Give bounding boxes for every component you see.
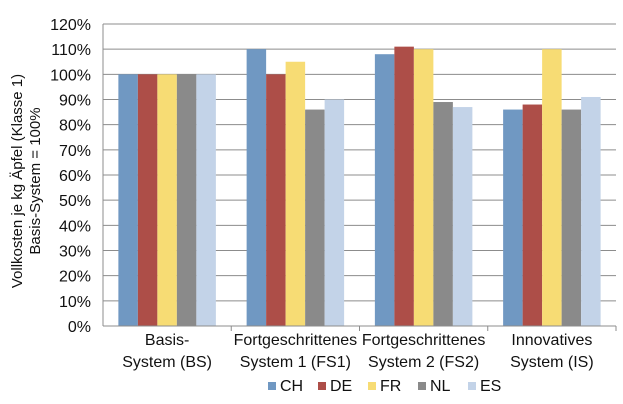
x-category-label: System 1 (FS1) [240,354,351,371]
bar-nl [305,109,325,326]
y-tick-label: 20% [59,269,91,286]
x-category-label: Fortgeschrittenes [234,332,358,349]
axes [102,24,617,331]
bar-nl [176,74,197,326]
y-axis-title: Vollkosten je kg Äpfel (Klasse 1) [9,74,26,288]
y-tick-label: 40% [59,218,91,235]
legend-swatch-ch [268,382,276,390]
bar-nl [433,102,453,327]
bars [118,46,601,327]
bar-ch [503,109,523,326]
bar-de [522,104,543,327]
bar-ch [118,74,138,326]
y-tick-label: 70% [59,143,91,160]
legend-swatch-de [318,382,326,390]
bar-fr [413,49,434,327]
x-category-labels: Basis- System (BS) Fortgeschrittenes System… [122,332,593,371]
y-tick-label: 100% [50,67,91,84]
x-category-label: System 2 (FS2) [368,354,479,371]
y-axis-label: Vollkosten je kg Äpfel (Klasse 1) Basis-S… [9,74,44,288]
x-category-label: Fortgeschrittenes [362,332,486,349]
y-tick-label: 90% [59,93,91,110]
x-category-label: Basis- [145,332,189,349]
y-tick-label: 50% [59,193,91,210]
bar-nl [561,109,582,326]
legend-label-ch: CH [280,378,303,395]
bar-fr [285,61,306,326]
bar-es [452,107,473,326]
y-tick-label: 110% [51,42,91,59]
bar-es [196,74,216,326]
legend-label-fr: FR [380,378,401,395]
bar-de [137,74,158,326]
bar-fr [542,49,562,327]
y-tick-label: 10% [59,294,91,311]
bar-ch [374,54,395,326]
y-tick-labels: 0% 10% 20% 30% 40% 50% 60% 70% 80% 90% 100% 110% 120… [50,17,91,336]
legend: CH DE FR NL ES [268,378,501,395]
y-tick-label: 60% [59,168,91,185]
x-category-label: System (BS) [122,354,212,371]
bar-es [324,99,345,326]
x-category-label: Innovatives [511,332,592,349]
bar-es [581,96,601,326]
legend-label-de: DE [330,378,352,395]
bar-de [266,74,286,326]
legend-swatch-es [468,382,476,390]
y-tick-label: 0% [68,319,91,336]
y-tick-label: 30% [59,244,91,261]
bar-de [394,46,414,327]
legend-swatch-fr [368,382,376,390]
y-tick-label: 80% [59,118,91,135]
y-tick-label: 120% [50,17,91,34]
x-category-label: System (IS) [510,354,594,371]
bar-ch [246,49,267,327]
bar-fr [157,74,177,326]
legend-label-nl: NL [430,378,451,395]
legend-label-es: ES [480,378,501,395]
legend-swatch-nl [418,382,426,390]
y-axis-title: Basis-System = 100% [27,107,44,254]
